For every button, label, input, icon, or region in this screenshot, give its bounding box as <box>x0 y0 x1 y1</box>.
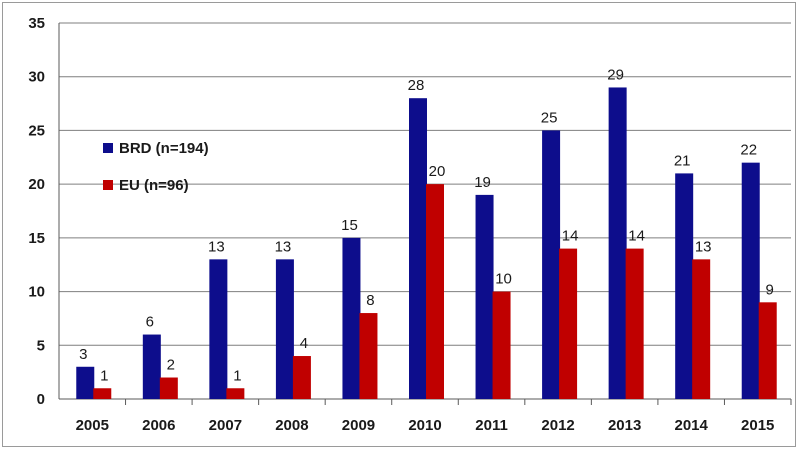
chart-frame: 0 5 10 15 20 25 30 35 2005 3 1 2006 6 2 2007 13 1 2008 13 4… <box>2 2 796 447</box>
data-label-brd: 25 <box>541 109 558 126</box>
bar-eu <box>359 313 378 399</box>
x-tick-label: 2010 <box>408 417 441 434</box>
bar-brd <box>475 194 494 399</box>
data-label-eu: 4 <box>300 335 308 352</box>
bar-brd <box>342 237 361 399</box>
x-tick-label: 2005 <box>76 417 109 434</box>
bar-brd <box>741 162 760 399</box>
data-label-eu: 10 <box>495 271 512 288</box>
bar-brd <box>76 366 95 399</box>
bar-brd <box>409 98 427 399</box>
bar-eu <box>692 259 711 399</box>
legend-label-brd: BRD (n=194) <box>119 140 209 157</box>
bar-brd <box>142 334 161 399</box>
data-label-eu: 2 <box>167 357 175 374</box>
y-tick-label: 15 <box>28 230 45 247</box>
x-tick-label: 2014 <box>674 417 708 434</box>
bar-eu <box>758 302 777 399</box>
y-tick-label: 5 <box>37 337 45 354</box>
data-label-brd: 6 <box>146 314 154 331</box>
bar-brd <box>675 173 694 399</box>
y-tick-label: 25 <box>28 122 45 139</box>
x-tick-label: 2008 <box>275 417 308 434</box>
x-tick-label: 2007 <box>209 417 242 434</box>
y-tick-label: 30 <box>28 69 45 86</box>
data-label-brd: 28 <box>408 77 425 94</box>
x-tick-label: 2012 <box>541 417 574 434</box>
bar-chart: 0510152025303520053120066220071312008134… <box>28 15 792 434</box>
bar-brd <box>275 259 294 399</box>
bar-eu <box>93 388 112 399</box>
data-label-eu: 1 <box>233 367 241 384</box>
data-label-brd: 29 <box>607 66 624 83</box>
data-label-eu: 9 <box>766 281 774 298</box>
data-label-eu: 14 <box>628 228 645 245</box>
x-tick-label: 2009 <box>342 417 375 434</box>
bar-brd <box>542 130 561 399</box>
x-tick-label: 2015 <box>741 417 774 434</box>
bar-eu <box>625 248 644 399</box>
bar-eu <box>426 184 444 399</box>
y-tick-label: 35 <box>28 15 45 32</box>
data-label-brd: 15 <box>341 217 358 234</box>
data-label-brd: 19 <box>474 174 491 191</box>
data-label-brd: 13 <box>208 238 225 255</box>
legend-label-eu: EU (n=96) <box>119 177 189 194</box>
x-tick-label: 2013 <box>608 417 641 434</box>
bar-eu <box>159 377 178 399</box>
bar-brd <box>209 259 228 399</box>
data-label-eu: 1 <box>100 367 108 384</box>
bar-eu <box>292 356 311 399</box>
legend-swatch-brd <box>103 143 113 153</box>
bar-eu <box>226 388 245 399</box>
bar-eu <box>559 248 578 399</box>
x-tick-label: 2006 <box>142 417 175 434</box>
data-label-eu: 14 <box>562 228 579 245</box>
data-label-brd: 21 <box>674 152 691 169</box>
bar-brd <box>608 87 627 399</box>
data-label-brd: 13 <box>275 238 292 255</box>
data-label-eu: 8 <box>366 292 374 309</box>
data-label-eu: 13 <box>695 238 712 255</box>
x-tick-label: 2011 <box>475 417 508 434</box>
data-label-eu: 20 <box>429 163 446 180</box>
y-tick-label: 0 <box>37 391 45 408</box>
data-label-brd: 22 <box>740 142 757 159</box>
data-label-brd: 3 <box>79 346 87 363</box>
y-tick-label: 10 <box>28 284 45 301</box>
bar-eu <box>492 291 511 399</box>
legend-swatch-eu <box>103 180 113 190</box>
y-tick-label: 20 <box>28 176 45 193</box>
